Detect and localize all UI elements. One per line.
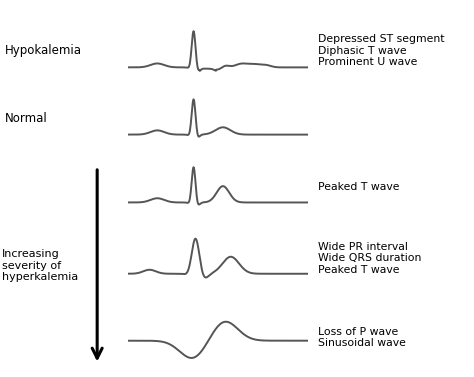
Text: Peaked T wave: Peaked T wave	[318, 182, 399, 192]
Text: Hypokalemia: Hypokalemia	[5, 44, 82, 57]
Text: Normal: Normal	[5, 112, 47, 125]
Text: Loss of P wave
Sinusoidal wave: Loss of P wave Sinusoidal wave	[318, 326, 405, 348]
Text: Increasing
severity of
hyperkalemia: Increasing severity of hyperkalemia	[2, 249, 79, 282]
Text: Depressed ST segment
Diphasic T wave
Prominent U wave: Depressed ST segment Diphasic T wave Pro…	[318, 34, 444, 67]
Text: Wide PR interval
Wide QRS duration
Peaked T wave: Wide PR interval Wide QRS duration Peake…	[318, 242, 421, 275]
